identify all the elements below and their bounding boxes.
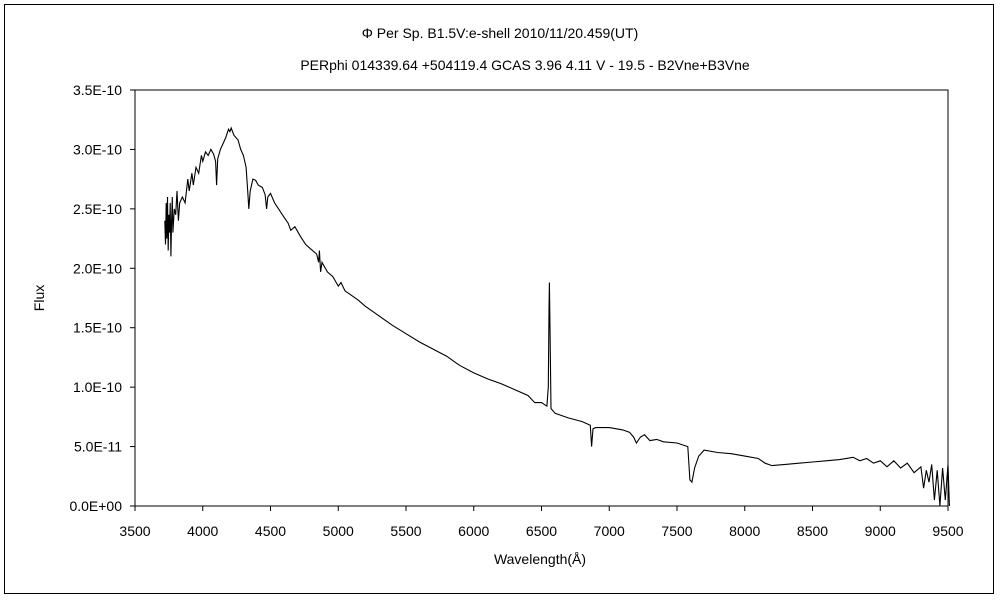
plot-area [134, 89, 949, 507]
x-tick-label: 7500 [661, 523, 692, 539]
y-tick-label: 5.0E-11 [74, 439, 122, 455]
y-tick-label: 3.5E-10 [73, 82, 122, 98]
x-tick-label: 4000 [187, 523, 218, 539]
x-tick-label: 8000 [729, 523, 760, 539]
x-tick-label: 7000 [594, 523, 625, 539]
x-tick-label: 5500 [390, 523, 421, 539]
y-tick-label: 1.0E-10 [73, 379, 122, 395]
y-tick-label: 3.0E-10 [73, 141, 122, 157]
x-tick-label: 3500 [119, 523, 150, 539]
chart-title: Φ Per Sp. B1.5V:e-shell 2010/11/20.459(U… [362, 25, 639, 41]
chart-subtitle: PERphi 014339.64 +504119.4 GCAS 3.96 4.1… [300, 57, 750, 73]
x-tick-label: 4500 [255, 523, 286, 539]
x-tick-label: 6500 [526, 523, 557, 539]
x-tick-label: 6000 [458, 523, 489, 539]
x-tick-label: 8500 [797, 523, 828, 539]
flux-series-line [164, 126, 950, 507]
y-tick-label: 1.5E-10 [73, 320, 122, 336]
y-axis-label: Flux [31, 285, 47, 311]
y-tick-label: 0.0E+00 [69, 498, 122, 514]
x-tick-label: 5000 [323, 523, 354, 539]
x-tick-label: 9000 [865, 523, 896, 539]
y-tick-label: 2.5E-10 [73, 201, 122, 217]
y-tick-label: 2.0E-10 [73, 260, 122, 276]
x-axis-label: Wavelength(Å) [494, 551, 586, 567]
x-tick-label: 9500 [932, 523, 963, 539]
chart-frame [4, 4, 994, 594]
